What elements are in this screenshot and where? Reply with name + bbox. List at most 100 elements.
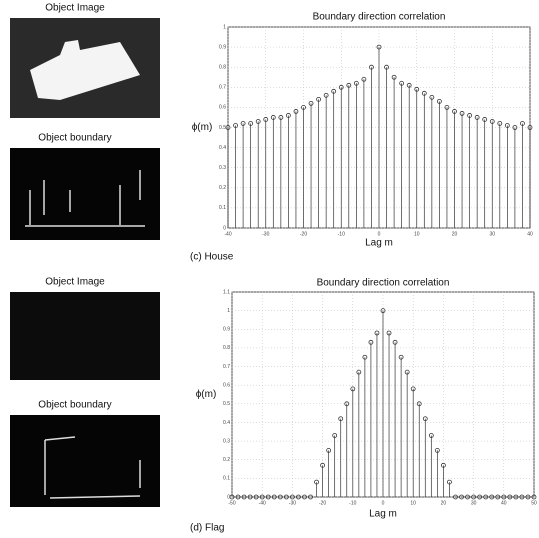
image-label: Object Image bbox=[45, 3, 105, 14]
y-tick-label: 0.5 bbox=[223, 401, 230, 407]
caption: (c) House bbox=[190, 252, 234, 263]
stem-marker bbox=[233, 123, 238, 128]
stem-marker bbox=[452, 109, 457, 114]
stem-marker bbox=[235, 494, 241, 500]
stem-marker bbox=[489, 494, 495, 500]
stem-marker bbox=[507, 494, 513, 500]
stem-marker bbox=[434, 448, 440, 453]
stem-marker bbox=[489, 119, 495, 124]
object-boundary bbox=[10, 148, 160, 240]
stem-marker bbox=[248, 121, 254, 126]
y-tick-label: 0.1 bbox=[219, 205, 226, 211]
y-tick-label: 0 bbox=[223, 225, 226, 231]
stem-marker bbox=[440, 462, 446, 468]
stem-marker bbox=[326, 448, 332, 453]
stem-marker bbox=[338, 416, 344, 422]
stem-marker bbox=[495, 494, 501, 500]
stem-marker bbox=[398, 354, 404, 360]
stem-marker bbox=[301, 105, 306, 110]
stem-marker bbox=[240, 121, 246, 126]
stem-marker bbox=[376, 44, 382, 50]
stem-marker bbox=[467, 113, 473, 118]
y-tick-label: 0.3 bbox=[219, 165, 226, 171]
stem-marker bbox=[350, 386, 356, 392]
stem-marker bbox=[399, 80, 405, 86]
x-tick-label: 30 bbox=[471, 500, 477, 506]
x-tick-label: -20 bbox=[319, 500, 326, 506]
y-axis-label: ϕ(m) bbox=[196, 389, 217, 400]
x-tick-label: 40 bbox=[527, 231, 533, 237]
stem-marker bbox=[314, 479, 319, 485]
stem-marker bbox=[316, 96, 322, 102]
x-tick-label: -40 bbox=[259, 500, 266, 506]
x-tick-label: 20 bbox=[441, 500, 447, 506]
stem-marker bbox=[384, 64, 389, 70]
x-tick-label: -50 bbox=[228, 500, 235, 506]
stem-marker bbox=[520, 121, 525, 126]
stem-marker bbox=[323, 92, 329, 98]
x-tick-label: 20 bbox=[452, 231, 458, 237]
stem-marker bbox=[278, 115, 284, 120]
y-tick-label: 0.4 bbox=[223, 420, 230, 426]
x-tick-label: 0 bbox=[382, 500, 385, 506]
x-tick-label: -40 bbox=[224, 231, 231, 237]
y-tick-label: 1.1 bbox=[223, 289, 230, 295]
stem-marker bbox=[289, 494, 295, 500]
boundary-lines bbox=[44, 436, 141, 499]
stem-marker bbox=[436, 98, 442, 104]
stem-marker bbox=[255, 119, 261, 124]
y-tick-label: 1 bbox=[227, 308, 230, 314]
x-tick-label: 30 bbox=[489, 231, 495, 237]
stem-marker bbox=[277, 494, 283, 500]
stem-marker bbox=[332, 433, 338, 438]
y-tick-label: 0 bbox=[227, 494, 230, 500]
stem-marker bbox=[406, 82, 412, 88]
y-axis-label: ϕ(m) bbox=[192, 122, 213, 133]
stem-marker bbox=[404, 369, 410, 375]
x-tick-label: 0 bbox=[378, 231, 381, 237]
stem-marker bbox=[519, 494, 525, 500]
stem-marker bbox=[338, 84, 344, 90]
stem-marker bbox=[531, 494, 537, 500]
x-tick-label: 50 bbox=[531, 500, 537, 506]
stem-marker bbox=[447, 479, 452, 485]
x-axis-label: Lag m bbox=[369, 509, 397, 520]
boundary-label: Object boundary bbox=[38, 400, 111, 411]
stem-marker bbox=[421, 90, 427, 96]
stem-marker bbox=[444, 105, 450, 110]
stem-marker bbox=[416, 401, 422, 407]
stem-marker bbox=[241, 494, 247, 500]
y-tick-label: 0.2 bbox=[219, 185, 226, 191]
stem-marker bbox=[414, 86, 420, 92]
stem-marker bbox=[369, 64, 374, 70]
stem-marker bbox=[368, 339, 374, 345]
stem-marker bbox=[386, 330, 392, 336]
stem-marker bbox=[504, 123, 510, 128]
stem-marker bbox=[229, 494, 235, 500]
stem-marker bbox=[361, 76, 367, 82]
y-tick-label: 0.6 bbox=[219, 105, 226, 111]
y-tick-label: 0.8 bbox=[219, 65, 226, 71]
stem-marker bbox=[513, 494, 519, 500]
stem-marker bbox=[391, 74, 397, 80]
x-tick-label: -30 bbox=[289, 500, 296, 506]
object-boundary bbox=[10, 415, 160, 507]
stem-marker bbox=[501, 494, 507, 500]
chart-title: Boundary direction correlation bbox=[313, 12, 446, 23]
x-tick-label: -30 bbox=[262, 231, 269, 237]
stem-marker bbox=[308, 494, 313, 500]
stem-marker bbox=[308, 100, 314, 106]
y-tick-label: 0.4 bbox=[219, 145, 226, 151]
y-tick-label: 0.9 bbox=[219, 44, 226, 50]
stem-marker bbox=[356, 369, 362, 375]
stem-marker bbox=[362, 354, 368, 360]
x-tick-label: 10 bbox=[414, 231, 420, 237]
image-label: Object Image bbox=[45, 277, 105, 288]
stem-marker bbox=[465, 494, 470, 500]
caption: (d) Flag bbox=[190, 523, 224, 534]
stem-marker bbox=[263, 117, 269, 122]
stem-marker bbox=[482, 117, 488, 122]
stem-marker bbox=[453, 494, 458, 500]
stem-marker bbox=[302, 494, 307, 500]
